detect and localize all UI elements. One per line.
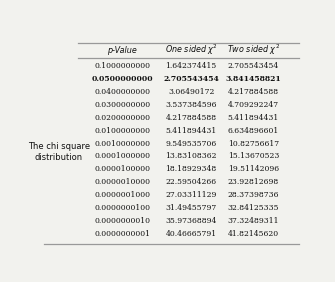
Text: 0.0000000001: 0.0000000001	[94, 230, 150, 238]
Text: 0.0500000000: 0.0500000000	[91, 75, 153, 83]
Text: 2.705543454: 2.705543454	[163, 75, 219, 83]
Text: 0.0000100000: 0.0000100000	[94, 165, 150, 173]
Text: 9.549535706: 9.549535706	[165, 140, 217, 147]
Text: 10.82756617: 10.82756617	[228, 140, 279, 147]
Text: 35.97368894: 35.97368894	[165, 217, 217, 225]
Text: The chi square
distribution: The chi square distribution	[28, 142, 90, 162]
Text: 40.46665791: 40.46665791	[165, 230, 217, 238]
Text: 32.84125335: 32.84125335	[228, 204, 279, 212]
Text: 4.709292247: 4.709292247	[228, 101, 279, 109]
Text: 0.0000000010: 0.0000000010	[94, 217, 150, 225]
Text: 3.841458821: 3.841458821	[225, 75, 281, 83]
Text: 1.642374415: 1.642374415	[165, 62, 217, 70]
Text: 5.411894431: 5.411894431	[228, 114, 279, 122]
Text: 3.537384596: 3.537384596	[165, 101, 217, 109]
Text: 2.705543454: 2.705543454	[228, 62, 279, 70]
Text: 22.59504266: 22.59504266	[165, 178, 217, 186]
Text: 0.0100000000: 0.0100000000	[94, 127, 150, 135]
Text: 37.32489311: 37.32489311	[228, 217, 279, 225]
Text: 15.13670523: 15.13670523	[228, 153, 279, 160]
Text: 6.634896601: 6.634896601	[228, 127, 279, 135]
Text: 0.0300000000: 0.0300000000	[94, 101, 150, 109]
Text: 0.0400000000: 0.0400000000	[94, 88, 150, 96]
Text: 0.0010000000: 0.0010000000	[94, 140, 150, 147]
Text: 0.0000001000: 0.0000001000	[94, 191, 150, 199]
Text: 0.1000000000: 0.1000000000	[94, 62, 150, 70]
Text: 31.49455797: 31.49455797	[165, 204, 217, 212]
Text: 23.92812698: 23.92812698	[228, 178, 279, 186]
Text: 28.37398736: 28.37398736	[228, 191, 279, 199]
Text: 0.0000000100: 0.0000000100	[94, 204, 150, 212]
Text: 4.217884588: 4.217884588	[228, 88, 279, 96]
Text: 0.0001000000: 0.0001000000	[94, 153, 150, 160]
Text: 19.51142096: 19.51142096	[228, 165, 279, 173]
Text: p-Value: p-Value	[108, 46, 137, 55]
Text: Two sided $\chi^2$: Two sided $\chi^2$	[227, 43, 280, 57]
Text: 0.0200000000: 0.0200000000	[94, 114, 150, 122]
Text: 27.03311129: 27.03311129	[165, 191, 217, 199]
Text: One sided $\chi^2$: One sided $\chi^2$	[165, 43, 218, 57]
Text: 13.83108362: 13.83108362	[165, 153, 217, 160]
Text: 3.06490172: 3.06490172	[168, 88, 214, 96]
Text: 18.18929348: 18.18929348	[165, 165, 217, 173]
Text: 41.82145620: 41.82145620	[228, 230, 279, 238]
Text: 4.217884588: 4.217884588	[165, 114, 217, 122]
Text: 5.411894431: 5.411894431	[165, 127, 217, 135]
Text: 0.0000010000: 0.0000010000	[94, 178, 150, 186]
